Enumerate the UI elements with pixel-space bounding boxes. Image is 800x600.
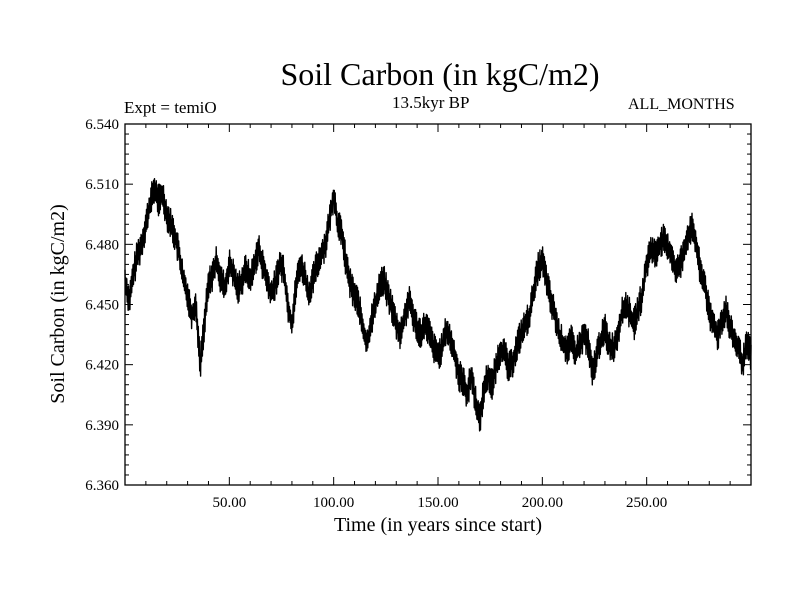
y-tick-label: 6.390 [85, 418, 119, 434]
experiment-label: Expt = temiO [124, 98, 217, 117]
x-tick-label: 250.00 [626, 495, 667, 511]
series-line [124, 178, 752, 432]
y-tick-label: 6.480 [85, 237, 119, 253]
y-tick-label: 6.420 [85, 358, 119, 374]
y-tick-label: 6.360 [85, 478, 119, 494]
chart-title: Soil Carbon (in kgC/m2) [280, 56, 600, 92]
y-axis-label: Soil Carbon (in kgC/m2) [47, 204, 69, 403]
months-label: ALL_MONTHS [628, 96, 735, 113]
x-tick-label: 200.00 [522, 495, 563, 511]
y-tick-label: 6.540 [85, 117, 119, 133]
y-tick-label: 6.450 [85, 298, 119, 314]
plot-frame [124, 123, 752, 486]
y-tick-label: 6.510 [85, 177, 119, 193]
x-tick-label: 100.00 [313, 495, 354, 511]
x-tick-label: 50.00 [212, 495, 246, 511]
chart-subtitle: 13.5kyr BP [392, 93, 470, 112]
x-axis-label: Time (in years since start) [334, 514, 542, 536]
x-tick-label: 150.00 [417, 495, 458, 511]
